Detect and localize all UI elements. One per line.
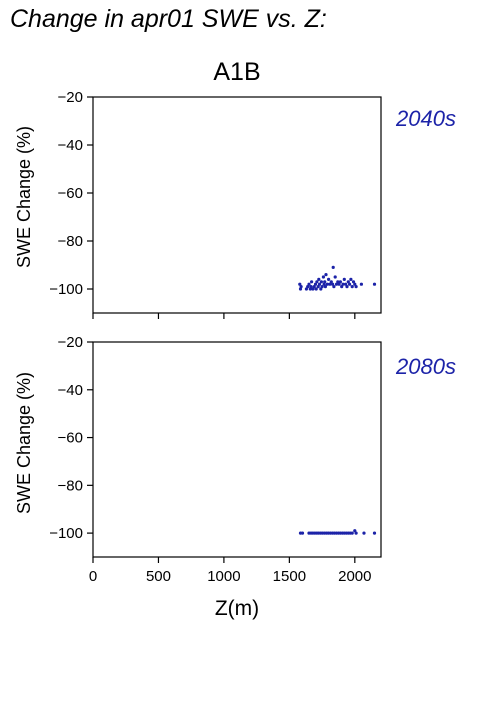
data-point — [298, 287, 303, 291]
data-point — [359, 282, 363, 286]
data-point — [307, 282, 311, 286]
y-tick-label: −80 — [58, 233, 83, 250]
data-point — [312, 285, 316, 289]
data-point — [298, 282, 302, 286]
data-point — [300, 531, 305, 535]
data-point — [331, 282, 335, 286]
data-point — [319, 287, 323, 291]
y-tick-label: −100 — [49, 281, 83, 298]
data-point — [354, 531, 358, 535]
y-tick-label: −60 — [58, 185, 83, 202]
y-tick-label: −40 — [58, 382, 83, 399]
data-point — [317, 277, 321, 281]
data-point — [346, 280, 350, 284]
data-point — [348, 282, 352, 286]
x-tick-label: 2000 — [338, 568, 371, 585]
data-point — [362, 531, 366, 535]
x-axis-label: Z(m) — [215, 597, 259, 620]
y-tick-label: −100 — [49, 525, 83, 542]
x-tick-label: 500 — [146, 568, 171, 585]
data-point — [350, 531, 354, 535]
x-axis — [92, 313, 356, 319]
y-tick-label: −40 — [58, 137, 83, 154]
data-point — [313, 282, 318, 286]
data-point — [306, 285, 310, 289]
data-point — [336, 280, 340, 284]
data-point — [351, 280, 356, 284]
y-axis-label: SWE Change (%) — [14, 126, 34, 268]
data-points — [298, 265, 377, 291]
scenario-title: A1B — [213, 58, 260, 86]
data-point — [320, 285, 324, 289]
data-point — [299, 285, 303, 289]
data-point — [314, 287, 318, 291]
data-point — [332, 285, 336, 289]
data-point — [309, 285, 313, 289]
data-point — [308, 287, 312, 291]
y-axis: −20 −40 −60 −80 −100 — [49, 334, 93, 542]
data-point — [354, 285, 358, 289]
panel-2040s: 2040s SWE Change (%) −20 −40 −60 −80 −100 — [14, 89, 456, 319]
data-point — [341, 282, 345, 286]
panel-label: 2080s — [395, 354, 456, 379]
plot-frame — [92, 341, 382, 558]
data-point — [372, 531, 377, 535]
data-point — [331, 265, 335, 269]
data-point — [310, 280, 314, 284]
data-point — [321, 275, 325, 279]
y-tick-label: −60 — [58, 430, 83, 447]
panel-label: 2040s — [395, 106, 456, 131]
y-axis: −20 −40 −60 −80 −100 — [49, 89, 93, 298]
data-point — [334, 282, 339, 286]
data-point — [333, 275, 337, 279]
data-point — [322, 282, 326, 286]
data-point — [338, 280, 342, 284]
y-axis-label: SWE Change (%) — [14, 372, 34, 514]
data-point — [323, 285, 327, 289]
x-tick-label: 1000 — [207, 568, 240, 585]
data-point — [337, 282, 341, 286]
data-point — [323, 280, 327, 284]
main-title: Change in apr01 SWE vs. Z: — [10, 5, 327, 33]
panel-2080s: 2080s SWE Change (%) −20 −40 −60 −80 −100 0 5… — [14, 334, 456, 620]
data-point — [304, 287, 308, 291]
y-tick-label: −80 — [58, 477, 83, 494]
x-axis: 0 500 1000 1500 2000 — [89, 557, 372, 585]
data-point — [311, 287, 315, 291]
data-point — [372, 282, 377, 286]
x-tick-label: 0 — [89, 568, 97, 585]
data-point — [344, 282, 348, 286]
data-point — [342, 277, 346, 281]
y-tick-label: −20 — [58, 334, 83, 351]
data-point — [340, 285, 344, 289]
data-point — [353, 282, 357, 286]
data-point — [350, 285, 354, 289]
data-point — [325, 282, 329, 286]
data-point — [317, 282, 322, 286]
data-point — [353, 529, 357, 533]
data-point — [349, 277, 353, 281]
data-point — [329, 280, 333, 284]
data-point — [324, 273, 328, 277]
data-point — [315, 280, 319, 284]
plot-frame — [92, 96, 382, 314]
data-point — [345, 285, 349, 289]
x-tick-label: 1500 — [273, 568, 306, 585]
data-point — [328, 282, 332, 286]
data-point — [327, 277, 331, 281]
data-points — [298, 529, 377, 535]
y-tick-label: −20 — [58, 89, 83, 106]
data-point — [316, 285, 320, 289]
data-point — [319, 280, 323, 284]
